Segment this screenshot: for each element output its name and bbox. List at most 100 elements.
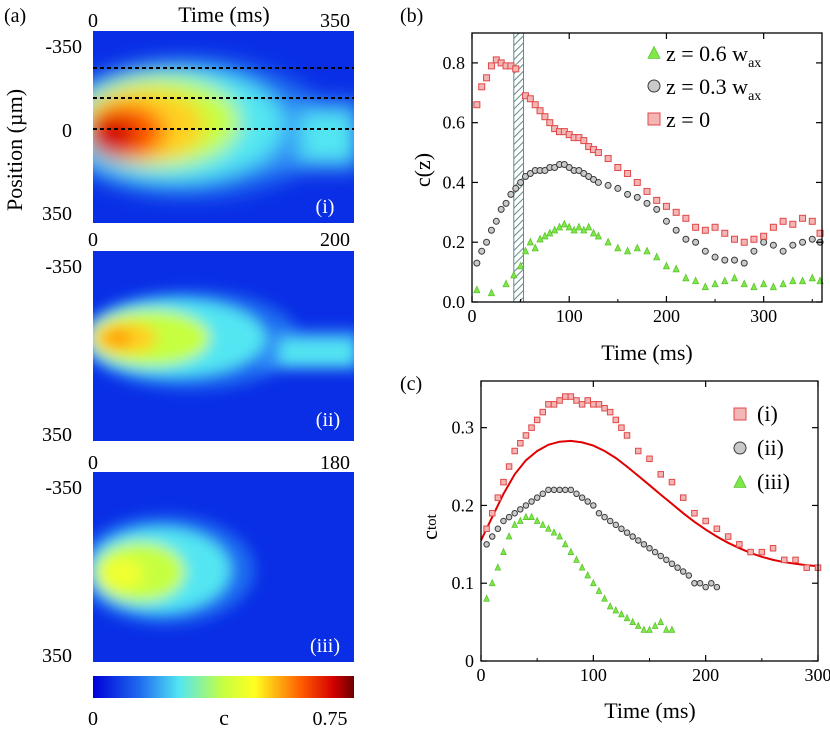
data-point — [657, 617, 665, 625]
data-point — [487, 288, 496, 297]
legend-marker-i — [733, 407, 747, 421]
data-point — [528, 424, 535, 431]
data-point — [545, 401, 552, 408]
y-tick-label: 0.2 — [452, 495, 475, 515]
legend-symbol — [647, 112, 661, 126]
data-point — [526, 95, 534, 103]
data-point — [497, 205, 505, 213]
panel-c-x-ticks: 0 100 200 300 — [477, 381, 830, 685]
data-point — [803, 564, 811, 571]
data-point — [760, 279, 768, 288]
heatmap-i-image — [93, 31, 354, 223]
heatmap-i-pos-mid: 0 — [62, 120, 72, 142]
data-point — [711, 223, 719, 231]
data-point — [640, 625, 648, 633]
legend-symbol — [647, 79, 661, 93]
data-point — [522, 432, 530, 439]
data-point — [623, 529, 631, 536]
data-point — [589, 228, 598, 237]
data-point — [561, 539, 569, 548]
data-point — [483, 594, 490, 602]
data-point — [668, 625, 676, 633]
data-point — [750, 235, 758, 243]
data-point — [584, 498, 591, 505]
data-point — [816, 229, 824, 237]
data-point — [612, 521, 620, 529]
data-point — [578, 494, 586, 501]
data-point — [502, 199, 510, 207]
data-point — [623, 246, 632, 255]
y-tick-label: 0 — [465, 651, 474, 671]
y-tick-label: 0.4 — [443, 172, 466, 192]
data-point — [500, 478, 507, 486]
data-point — [567, 486, 575, 494]
data-point — [721, 276, 729, 285]
data-point — [789, 220, 797, 228]
data-point — [594, 231, 603, 240]
data-point — [657, 471, 664, 478]
data-point — [551, 225, 559, 234]
heatmap-ii: 0 200 -350 350 (ii) — [42, 229, 354, 446]
series-0 — [473, 219, 824, 297]
data-point — [595, 586, 603, 594]
y-tick-label: 0.0 — [443, 292, 466, 312]
panel-b-y-ticks: 0.0 0.2 0.4 0.6 0.8 — [443, 53, 822, 312]
data-point — [567, 547, 575, 555]
data-point — [781, 556, 788, 564]
panel-c-plot-area — [480, 380, 822, 662]
data-point — [473, 101, 481, 109]
heatmap-iii-tag: (iii) — [310, 635, 340, 657]
data-point — [604, 155, 612, 163]
data-point — [585, 222, 593, 231]
data-point — [808, 273, 816, 282]
data-point — [662, 261, 671, 270]
data-point — [595, 509, 603, 517]
data-point — [682, 273, 690, 282]
data-point — [779, 217, 787, 225]
data-point — [584, 397, 591, 404]
data-point — [522, 512, 530, 520]
data-point — [799, 238, 807, 246]
data-point — [614, 184, 622, 192]
data-point — [585, 172, 593, 180]
data-point — [692, 238, 700, 246]
data-point — [541, 231, 549, 240]
data-point — [546, 228, 554, 237]
data-point — [672, 208, 680, 216]
data-point — [601, 513, 608, 521]
data-point — [539, 408, 547, 416]
data-point — [539, 520, 547, 528]
data-point — [691, 509, 698, 517]
panel-c-y-ticks: 0 0.1 0.2 0.3 — [452, 418, 818, 671]
data-point — [565, 222, 573, 231]
data-point — [556, 532, 564, 540]
data-point — [567, 393, 575, 400]
data-point — [606, 602, 614, 610]
data-point — [736, 541, 743, 548]
panel-a: (a) Time (ms) Position (µm) 0 350 -350 0… — [2, 2, 354, 730]
data-point — [792, 556, 799, 564]
data-point — [516, 261, 525, 270]
data-point — [512, 184, 520, 192]
data-point — [653, 196, 661, 204]
data-point — [573, 555, 580, 563]
data-point — [510, 270, 518, 279]
data-point — [575, 166, 583, 174]
data-point — [614, 164, 622, 171]
data-point — [618, 424, 625, 431]
data-point — [635, 447, 642, 455]
heatmap-i-tag: (i) — [316, 196, 335, 218]
data-point — [624, 190, 632, 198]
data-point — [740, 279, 748, 288]
data-point — [769, 282, 778, 291]
heatmap-iii-image — [93, 472, 354, 662]
data-point — [779, 279, 787, 288]
colorbar-min: 0 — [88, 708, 98, 730]
data-point — [500, 547, 507, 555]
data-point — [488, 578, 496, 587]
data-point — [528, 512, 535, 520]
data-point — [691, 579, 698, 587]
data-point — [512, 65, 520, 73]
legend-label-ii: (ii) — [757, 435, 784, 460]
data-point — [808, 235, 816, 243]
